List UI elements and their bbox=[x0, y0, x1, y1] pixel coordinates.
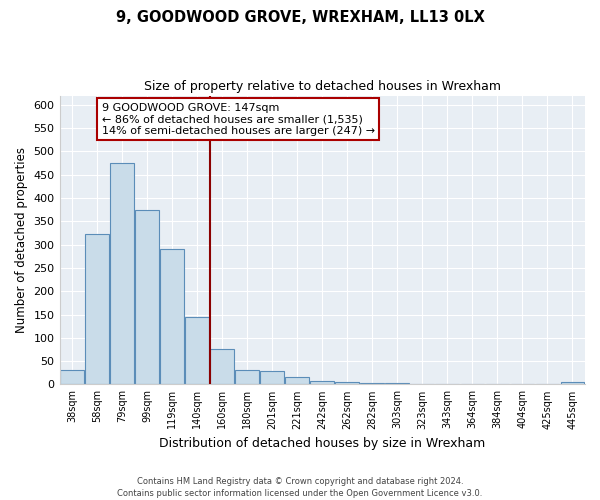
Bar bbox=[310, 380, 334, 384]
Bar bbox=[260, 371, 284, 384]
X-axis label: Distribution of detached houses by size in Wrexham: Distribution of detached houses by size … bbox=[159, 437, 485, 450]
Bar bbox=[361, 382, 384, 384]
Bar bbox=[135, 210, 159, 384]
Title: Size of property relative to detached houses in Wrexham: Size of property relative to detached ho… bbox=[144, 80, 501, 93]
Bar bbox=[185, 317, 209, 384]
Bar bbox=[560, 382, 584, 384]
Bar bbox=[160, 250, 184, 384]
Bar bbox=[286, 377, 309, 384]
Text: 9, GOODWOOD GROVE, WREXHAM, LL13 0LX: 9, GOODWOOD GROVE, WREXHAM, LL13 0LX bbox=[116, 10, 484, 25]
Bar bbox=[235, 370, 259, 384]
Text: 9 GOODWOOD GROVE: 147sqm
← 86% of detached houses are smaller (1,535)
14% of sem: 9 GOODWOOD GROVE: 147sqm ← 86% of detach… bbox=[101, 103, 375, 136]
Bar bbox=[110, 163, 134, 384]
Bar bbox=[335, 382, 359, 384]
Y-axis label: Number of detached properties: Number of detached properties bbox=[15, 147, 28, 333]
Bar bbox=[60, 370, 84, 384]
Bar bbox=[210, 350, 234, 384]
Text: Contains HM Land Registry data © Crown copyright and database right 2024.
Contai: Contains HM Land Registry data © Crown c… bbox=[118, 476, 482, 498]
Bar bbox=[85, 234, 109, 384]
